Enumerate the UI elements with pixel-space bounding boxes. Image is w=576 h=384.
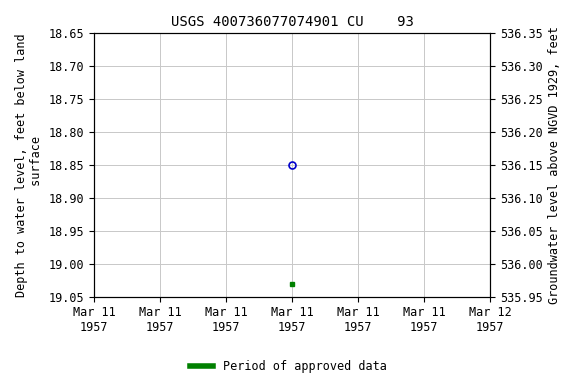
Y-axis label: Depth to water level, feet below land
 surface: Depth to water level, feet below land su… [15, 33, 43, 297]
Title: USGS 400736077074901 CU    93: USGS 400736077074901 CU 93 [170, 15, 414, 29]
Legend: Period of approved data: Period of approved data [185, 356, 391, 378]
Y-axis label: Groundwater level above NGVD 1929, feet: Groundwater level above NGVD 1929, feet [548, 26, 561, 304]
